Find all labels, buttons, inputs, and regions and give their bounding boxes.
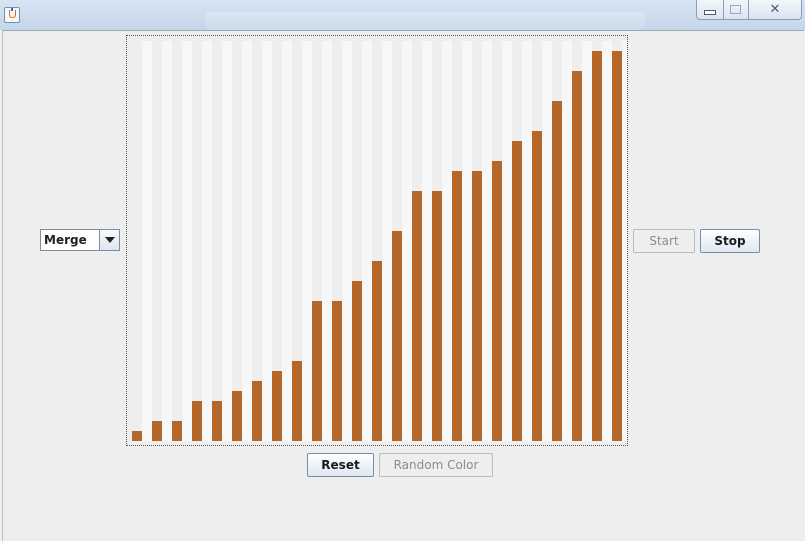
- bar: [412, 191, 422, 441]
- bar-track: [232, 41, 242, 441]
- bar-gap-stripe: [482, 41, 492, 441]
- bar: [172, 421, 182, 441]
- bar: [132, 431, 142, 441]
- bar: [392, 231, 402, 441]
- bar-track: [212, 41, 222, 441]
- maximize-icon: [730, 5, 742, 14]
- bar: [612, 51, 622, 441]
- bar-gap-stripe: [262, 41, 272, 441]
- bar: [272, 371, 282, 441]
- bar: [532, 131, 542, 441]
- algorithm-select-arrow-button[interactable]: [99, 230, 119, 250]
- bar: [352, 281, 362, 441]
- bar-gap-stripe: [442, 41, 452, 441]
- sort-visualization-panel: [126, 35, 628, 446]
- stop-button[interactable]: Stop: [700, 229, 760, 253]
- bar: [572, 71, 582, 441]
- bar-gap-stripe: [422, 41, 432, 441]
- bar: [472, 171, 482, 441]
- title-bar: ✕: [0, 0, 805, 30]
- bar: [552, 101, 562, 441]
- bar-track: [272, 41, 282, 441]
- close-button[interactable]: ✕: [749, 0, 801, 19]
- bar-track: [152, 41, 162, 441]
- bar: [492, 161, 502, 441]
- bar-gap-stripe: [382, 41, 392, 441]
- bar: [432, 191, 442, 441]
- bar-gap-stripe: [142, 41, 152, 441]
- bar-gap-stripe: [282, 41, 292, 441]
- bar-gap-stripe: [522, 41, 532, 441]
- bar-track: [332, 41, 342, 441]
- bar-gap-stripe: [182, 41, 192, 441]
- bar-gap-stripe: [302, 41, 312, 441]
- bar-gap-stripe: [622, 41, 627, 441]
- bar: [232, 391, 242, 441]
- reset-button[interactable]: Reset: [307, 453, 374, 477]
- bar-gap-stripe: [562, 41, 572, 441]
- bar: [312, 301, 322, 441]
- algorithm-select[interactable]: Merge: [40, 229, 120, 251]
- bar-gap-stripe: [542, 41, 552, 441]
- bar: [212, 401, 222, 441]
- bar-track: [312, 41, 322, 441]
- bar-gap-stripe: [342, 41, 352, 441]
- bar: [592, 51, 602, 441]
- bar: [152, 421, 162, 441]
- bar-chart: [132, 41, 627, 441]
- bar: [192, 401, 202, 441]
- bar-track: [372, 41, 382, 441]
- bar-track: [292, 41, 302, 441]
- title-bar-background-glass: [205, 12, 645, 30]
- random-color-button[interactable]: Random Color: [379, 453, 493, 477]
- bar-track: [172, 41, 182, 441]
- bar: [512, 141, 522, 441]
- minimize-button[interactable]: [697, 0, 724, 19]
- bar-gap-stripe: [582, 41, 592, 441]
- bar-gap-stripe: [242, 41, 252, 441]
- bar: [252, 381, 262, 441]
- bar-gap-stripe: [502, 41, 512, 441]
- bar-gap-stripe: [202, 41, 212, 441]
- bar-gap-stripe: [462, 41, 472, 441]
- chevron-down-icon: [104, 237, 115, 243]
- minimize-icon: [703, 10, 716, 15]
- window-controls: ✕: [696, 0, 802, 20]
- bar: [372, 261, 382, 441]
- bar: [332, 301, 342, 441]
- start-button[interactable]: Start: [633, 229, 695, 253]
- bar-track: [132, 41, 142, 441]
- bar-gap-stripe: [602, 41, 612, 441]
- bar-track: [352, 41, 362, 441]
- bar-gap-stripe: [322, 41, 332, 441]
- bar-track: [192, 41, 202, 441]
- close-icon: ✕: [769, 2, 781, 17]
- bar-gap-stripe: [362, 41, 372, 441]
- bar-gap-stripe: [162, 41, 172, 441]
- bar-gap-stripe: [222, 41, 232, 441]
- bar-track: [252, 41, 262, 441]
- algorithm-select-value: Merge: [44, 233, 87, 247]
- bar-gap-stripe: [402, 41, 412, 441]
- bar: [292, 361, 302, 441]
- java-cup-icon[interactable]: [4, 7, 20, 23]
- maximize-button: [724, 0, 750, 19]
- bar: [452, 171, 462, 441]
